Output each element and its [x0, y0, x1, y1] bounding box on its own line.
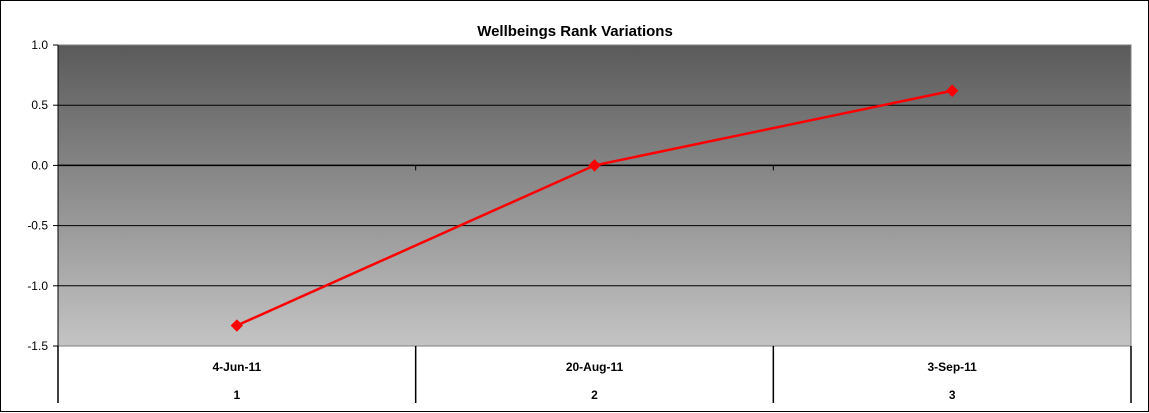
category-labels: 4-Jun-11 1 20-Aug-11 2 3-Sep-11 3: [212, 360, 977, 402]
series-layer: [230, 84, 959, 332]
data-point-marker[interactable]: [945, 84, 959, 97]
category-label: 3-Sep-11: [927, 360, 977, 374]
y-tick-labels: 1.0 0.5 0.0 -0.5 -1.0 -1.5: [27, 38, 48, 353]
y-tick-label: -0.5: [27, 219, 48, 233]
category-index-label: 3: [949, 388, 956, 402]
y-tick-label: -1.0: [27, 279, 48, 293]
y-tick-label: 1.0: [31, 38, 48, 52]
chart-title: Wellbeings Rank Variations: [477, 23, 673, 40]
y-tick-label: 0.0: [31, 158, 48, 172]
category-index-label: 2: [591, 388, 598, 402]
data-point-marker[interactable]: [230, 319, 244, 332]
category-label: 4-Jun-11: [212, 360, 261, 374]
data-point-marker[interactable]: [588, 159, 601, 172]
category-index-label: 1: [233, 388, 240, 402]
y-tick-label: -1.5: [27, 339, 48, 353]
plot-area: [57, 44, 1132, 347]
category-label: 20-Aug-11: [566, 360, 624, 374]
y-tick-label: 0.5: [31, 98, 48, 112]
